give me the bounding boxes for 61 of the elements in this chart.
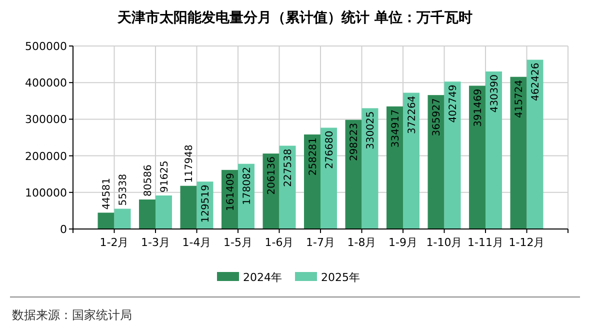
chart-title: 天津市太阳能发电量分月（累计值）统计 单位：万千瓦时 [116, 9, 472, 26]
data-label: 462426 [530, 62, 542, 101]
x-tick-label: 1-3月 [141, 236, 170, 249]
legend-label: 2024年 [243, 271, 282, 284]
y-tick-label: 100000 [25, 186, 67, 200]
data-label: 298223 [349, 122, 360, 162]
data-label: 372264 [406, 96, 418, 134]
data-label: 44581 [102, 178, 112, 210]
bar [444, 82, 461, 229]
bar [486, 71, 502, 229]
x-tick-label: 1-11月 [468, 236, 504, 249]
y-tick-label: 400000 [25, 76, 67, 90]
x-tick-label: 1-12月 [508, 236, 545, 249]
x-tick-label: 1-6月 [264, 236, 294, 249]
data-label: 129519 [200, 184, 212, 223]
data-label: 178082 [242, 166, 253, 206]
bar [98, 212, 114, 229]
data-label: 91625 [159, 160, 170, 192]
data-label: 391469 [472, 88, 484, 127]
data-label: 55338 [118, 174, 129, 206]
data-label: 227538 [283, 148, 294, 187]
data-label: 117948 [184, 144, 195, 183]
bar [526, 60, 544, 229]
bar [469, 86, 486, 229]
data-label: 365927 [432, 98, 442, 136]
x-tick-label: 1-10月 [426, 236, 462, 249]
data-label: 415724 [514, 80, 525, 118]
x-tick-label: 1-8月 [347, 236, 376, 249]
data-label: 330025 [366, 111, 376, 150]
data-label: 161409 [225, 172, 236, 212]
bar [362, 108, 378, 229]
bar [428, 95, 444, 229]
bar [386, 106, 403, 229]
bar [180, 186, 197, 229]
bar [320, 128, 337, 229]
data-label: 402749 [448, 84, 459, 123]
bar [139, 200, 156, 229]
bar [510, 76, 527, 229]
legend-label: 2025年 [321, 271, 360, 284]
y-tick-label: 500000 [25, 40, 67, 53]
x-tick-label: 1-5月 [224, 236, 252, 249]
x-tick-label: 1-7月 [306, 236, 335, 249]
bar [304, 134, 320, 229]
data-label: 276680 [324, 130, 336, 169]
y-tick-label: 0 [60, 223, 67, 236]
x-tick-label: 1-4月 [182, 236, 212, 249]
bar [114, 208, 131, 229]
bar [345, 120, 362, 229]
data-label: 80586 [142, 164, 154, 197]
data-label: 258281 [308, 137, 319, 176]
bar [279, 146, 296, 229]
y-tick-label: 300000 [25, 113, 67, 126]
bar [156, 195, 172, 229]
source-note: 数据来源：国家统计局 [12, 308, 132, 322]
x-tick-label: 1-9月 [388, 236, 418, 249]
bar [403, 92, 420, 229]
y-tick-label: 200000 [25, 150, 67, 163]
data-label: 430390 [489, 74, 500, 113]
data-label: 334917 [390, 109, 402, 148]
data-label: 206136 [266, 156, 278, 195]
x-tick-label: 1-2月 [100, 236, 129, 249]
